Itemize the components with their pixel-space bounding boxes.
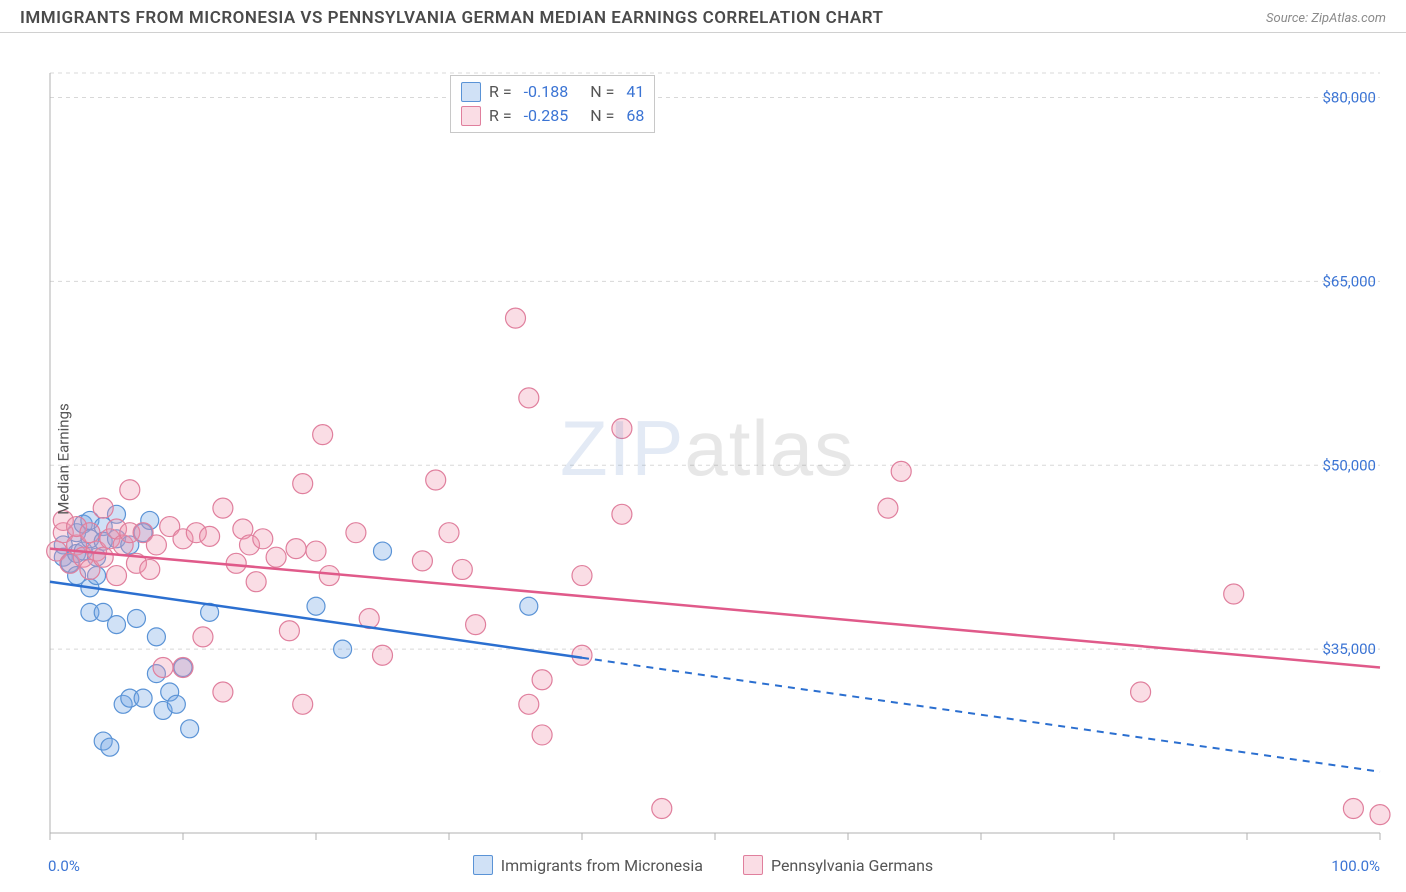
data-point <box>213 498 233 518</box>
legend-row: R = -0.188 N = 41 <box>461 80 644 104</box>
data-point <box>572 566 592 586</box>
chart-title: IMMIGRANTS FROM MICRONESIA VS PENNSYLVAN… <box>20 8 883 28</box>
data-point <box>279 621 299 641</box>
data-point <box>1131 682 1151 702</box>
legend-swatch <box>473 855 493 875</box>
data-point <box>293 474 313 494</box>
data-point <box>107 566 127 586</box>
data-point <box>612 504 632 524</box>
legend-item: Immigrants from Micronesia <box>473 855 703 875</box>
data-point <box>181 720 199 738</box>
svg-text:$65,000: $65,000 <box>1322 272 1376 290</box>
data-point <box>532 725 552 745</box>
data-point <box>1370 805 1390 825</box>
correlation-legend: R = -0.188 N = 41 R = -0.285 N = 68 <box>450 75 655 133</box>
trend-line-extrapolated <box>582 658 1380 772</box>
n-label: N = <box>590 104 614 128</box>
data-point <box>266 547 286 567</box>
data-point <box>878 498 898 518</box>
data-point <box>286 539 306 559</box>
data-point <box>120 480 140 500</box>
legend-item: Pennsylvania Germans <box>743 855 933 875</box>
svg-text:$50,000: $50,000 <box>1322 456 1376 474</box>
svg-text:$80,000: $80,000 <box>1322 89 1376 107</box>
data-point <box>226 553 246 573</box>
legend-label: Immigrants from Micronesia <box>501 856 703 875</box>
data-point <box>346 523 366 543</box>
data-point <box>193 627 213 647</box>
data-point <box>532 670 552 690</box>
data-point <box>520 597 538 615</box>
x-axis-max-label: 100.0% <box>1331 857 1380 875</box>
data-point <box>167 695 185 713</box>
data-point <box>506 308 526 328</box>
data-point <box>200 526 220 546</box>
r-label: R = <box>489 80 512 104</box>
y-axis-label: Median Earnings <box>55 403 73 514</box>
data-point <box>313 425 333 445</box>
data-point <box>1224 584 1244 604</box>
legend-swatch <box>461 82 481 102</box>
data-point <box>173 658 193 678</box>
x-axis-min-label: 0.0% <box>48 857 80 875</box>
data-point <box>572 645 592 665</box>
data-point <box>93 547 113 567</box>
data-point <box>134 689 152 707</box>
data-point <box>612 418 632 438</box>
n-value: 68 <box>622 104 644 128</box>
data-point <box>652 798 672 818</box>
data-point <box>246 572 266 592</box>
data-point <box>519 388 539 408</box>
data-point <box>213 682 233 702</box>
source-attribution: Source: ZipAtlas.com <box>1266 11 1386 26</box>
legend-label: Pennsylvania Germans <box>771 856 933 875</box>
data-point <box>452 559 472 579</box>
data-point <box>466 615 486 635</box>
data-point <box>108 616 126 634</box>
data-point <box>374 542 392 560</box>
r-label: R = <box>489 104 512 128</box>
title-bar: IMMIGRANTS FROM MICRONESIA VS PENNSYLVAN… <box>0 0 1406 33</box>
data-point <box>891 461 911 481</box>
data-point <box>153 658 173 678</box>
legend-swatch <box>461 106 481 126</box>
data-point <box>253 529 273 549</box>
scatter-plot: $35,000 $50,000 $65,000 $80,000 <box>0 33 1406 885</box>
data-point <box>373 645 393 665</box>
data-point <box>319 566 339 586</box>
data-point <box>519 694 539 714</box>
data-point <box>334 640 352 658</box>
data-point <box>426 470 446 490</box>
legend-row: R = -0.285 N = 68 <box>461 104 644 128</box>
data-point <box>306 541 326 561</box>
n-value: 41 <box>622 80 644 104</box>
data-point <box>101 738 119 756</box>
data-point <box>80 523 100 543</box>
data-point <box>439 523 459 543</box>
series-legend: Immigrants from Micronesia Pennsylvania G… <box>0 855 1406 875</box>
data-point <box>127 609 145 627</box>
legend-swatch <box>743 855 763 875</box>
r-value: -0.285 <box>520 104 569 128</box>
data-point <box>146 535 166 555</box>
data-point <box>93 498 113 518</box>
data-point <box>1343 798 1363 818</box>
data-point <box>147 628 165 646</box>
data-point <box>140 559 160 579</box>
data-point <box>412 551 432 571</box>
r-value: -0.188 <box>520 80 569 104</box>
n-label: N = <box>590 80 614 104</box>
chart-area: Median Earnings ZIPatlas $35,000$50,000$… <box>0 33 1406 885</box>
trend-line <box>50 549 1380 668</box>
data-point <box>307 597 325 615</box>
svg-text:$35,000: $35,000 <box>1322 640 1376 658</box>
data-point <box>293 694 313 714</box>
